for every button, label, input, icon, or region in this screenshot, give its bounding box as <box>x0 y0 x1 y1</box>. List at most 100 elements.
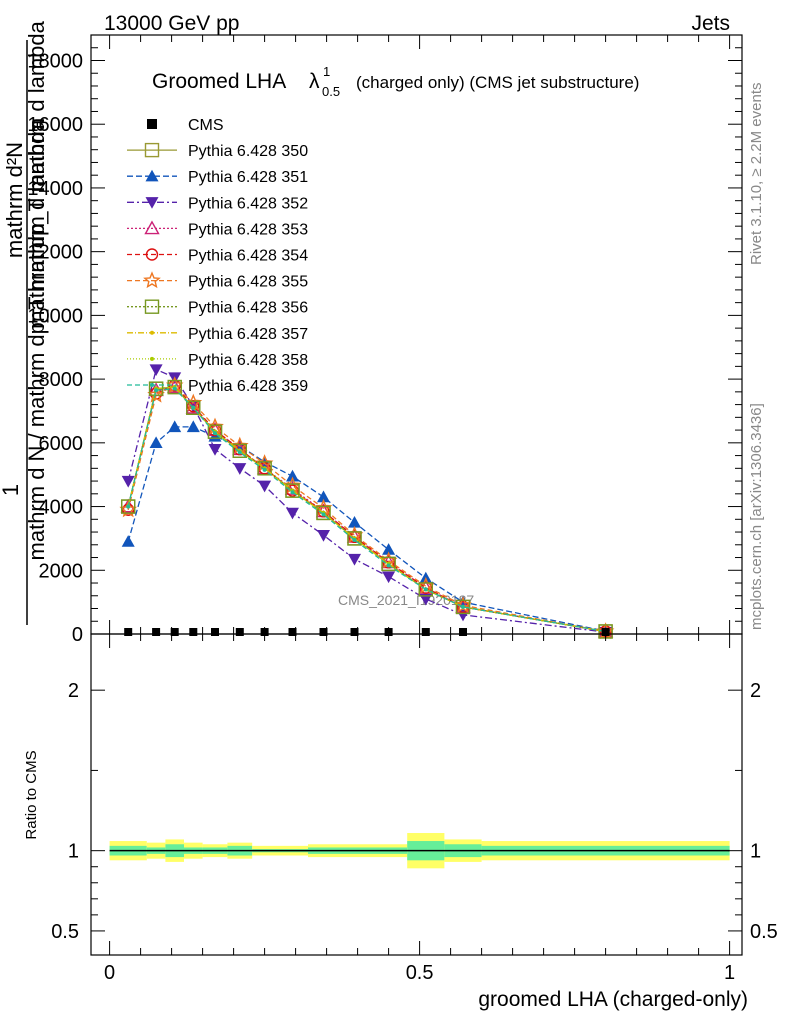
ylabel-numerator: mathrm d²N <box>2 142 27 258</box>
title-sub: 0.5 <box>322 84 340 99</box>
series-point <box>317 490 330 503</box>
series-point <box>286 507 299 520</box>
ratio-y-tick-label: 2 <box>68 680 79 702</box>
ratio-y-tick-label-right: 2 <box>750 680 761 702</box>
ylabel-one: 1 <box>0 484 23 496</box>
legend-marker <box>144 299 160 314</box>
legend-cms-marker <box>147 119 157 129</box>
legend-marker <box>144 142 160 158</box>
series-point <box>316 505 331 521</box>
main-y-tick-label: 6000 <box>39 433 84 455</box>
series-point <box>154 388 159 393</box>
main-y-tick-label: 14000 <box>27 178 83 200</box>
header-left: 13000 GeV pp <box>104 12 239 35</box>
cms-point <box>211 628 219 636</box>
series-point <box>348 515 361 528</box>
legend-marker <box>145 197 159 209</box>
legend-entry: Pythia 6.428 354 <box>127 248 308 265</box>
series-point <box>419 593 433 606</box>
title-main: Groomed LHA <box>152 70 286 93</box>
series-point <box>126 504 131 509</box>
cms-point <box>170 628 179 636</box>
legend-label: Pythia 6.428 359 <box>188 378 308 395</box>
cms-point <box>421 628 430 636</box>
main-y-tick-label: 18000 <box>27 50 83 72</box>
legend-entry: Pythia 6.428 359 <box>127 378 308 395</box>
main-y-tick-label: 10000 <box>27 305 83 327</box>
main-y-tick-label: 16000 <box>27 114 83 136</box>
series-point <box>285 483 300 498</box>
legend-entry: Pythia 6.428 357 <box>127 326 308 343</box>
x-tick-label: 0 <box>104 962 115 984</box>
series-point <box>172 386 177 391</box>
cms-point <box>288 628 297 636</box>
ratio-y-tick-label-right: 0.5 <box>750 921 778 943</box>
legend-marker <box>145 169 159 182</box>
x-tick-label: 1 <box>724 962 735 984</box>
series-point <box>121 535 135 547</box>
legend-marker <box>150 383 154 387</box>
legend-entry: Pythia 6.428 355 <box>127 271 308 291</box>
series-point <box>148 381 164 396</box>
series-point <box>382 543 396 555</box>
legend-cms-label: CMS <box>188 117 224 134</box>
series-line <box>127 386 606 633</box>
series-point <box>120 499 136 514</box>
legend-label: Pythia 6.428 358 <box>188 352 308 369</box>
legend-label: Pythia 6.428 354 <box>188 248 308 265</box>
cms-point <box>235 628 244 636</box>
mcplots-label: mcplots.cern.ch [arXiv:1306.3436] <box>748 403 765 630</box>
cms-point <box>124 628 133 636</box>
series-point <box>455 599 471 615</box>
legend-label: Pythia 6.428 350 <box>188 143 308 160</box>
main-y-tick-label: 4000 <box>39 497 84 519</box>
cms-data-layer <box>124 628 610 636</box>
series-point <box>382 571 396 584</box>
title-sup: 1 <box>323 64 330 79</box>
main-y-tick-label: 8000 <box>39 369 84 391</box>
series-point <box>286 469 299 482</box>
series-point <box>347 531 362 546</box>
ratio-x-axis: 0 0.5 1 <box>104 634 735 984</box>
x-axis-label: groomed LHA (charged-only) <box>478 988 748 1011</box>
legend-marker <box>145 248 159 261</box>
rivet-label: Rivet 3.1.10, ≥ 2.2M events <box>748 83 765 266</box>
series-point <box>149 436 163 449</box>
main-y-tick-label: 12000 <box>27 242 83 264</box>
legend: CMS Pythia 6.428 350 Pythia 6.428 351 Pythi… <box>127 117 308 395</box>
main-y-tick-label: 2000 <box>39 560 84 582</box>
header-right: Jets <box>691 12 730 35</box>
series-point <box>286 484 299 497</box>
legend-label: Pythia 6.428 353 <box>188 221 308 238</box>
series-point <box>290 490 295 495</box>
title-main-text: Groomed LHA <box>152 70 286 93</box>
series-point <box>321 512 326 517</box>
series-point <box>121 475 135 488</box>
cms-point <box>384 628 393 636</box>
series-point <box>418 582 433 597</box>
legend-label: Pythia 6.428 355 <box>188 274 308 291</box>
ratio-y-tick-label: 0.5 <box>51 921 79 943</box>
title-rest: (charged only) (CMS jet substructure) <box>356 73 639 92</box>
ratio-y-tick-label-right: 1 <box>750 841 761 863</box>
cms-point <box>601 628 610 636</box>
ratio-y-axis: 0.5 0.5 1 1 2 2 <box>51 680 778 943</box>
plot-title: Groomed LHA λ 1 0.5 (charged only) (CMS … <box>152 64 639 99</box>
series-point <box>386 563 391 568</box>
series-point <box>232 443 248 458</box>
series-point <box>207 424 223 439</box>
series-point <box>381 556 396 572</box>
series-point <box>352 538 357 543</box>
series-point <box>147 385 165 403</box>
series-point <box>208 444 222 456</box>
series-point <box>233 463 247 475</box>
main-y-tick-label: 0 <box>72 624 83 646</box>
cms-point <box>319 628 328 636</box>
series-point <box>191 405 196 410</box>
series-point <box>317 530 330 542</box>
legend-label: Pythia 6.428 351 <box>188 169 308 186</box>
y-axis-label-main: 1 mathrm d²N mathrm d N / mathrm dp_T ma… <box>0 20 49 625</box>
legend-marker <box>150 330 154 335</box>
cms-point <box>260 628 269 636</box>
series-point <box>461 604 465 609</box>
